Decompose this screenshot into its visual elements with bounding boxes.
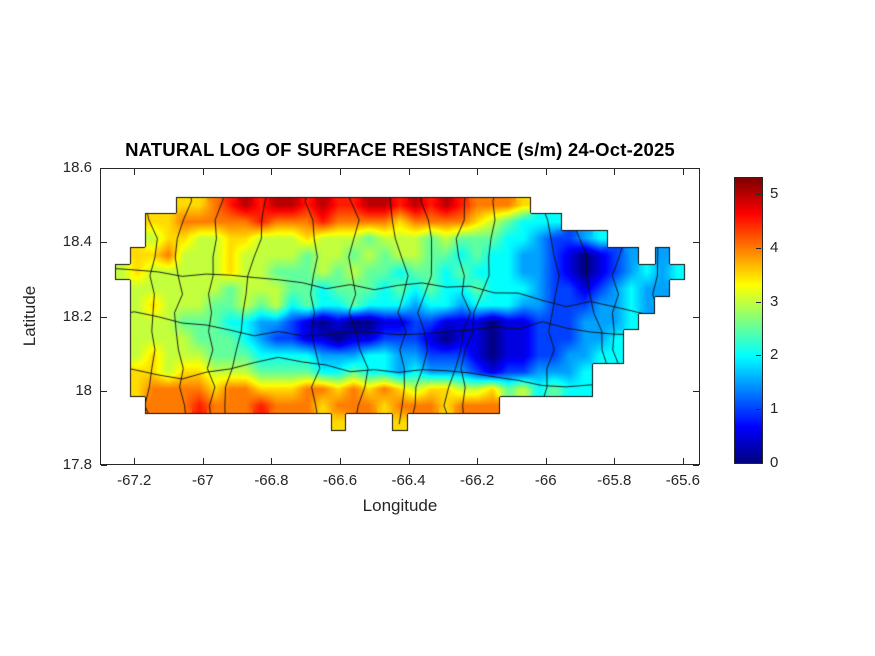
y-tick-mark-right <box>693 465 699 466</box>
colorbar <box>734 177 763 464</box>
colorbar-tick-label: 3 <box>770 292 779 310</box>
x-tick-label: -65.6 <box>665 472 700 489</box>
x-tick-label: -65.8 <box>597 472 632 489</box>
y-tick-label: 17.8 <box>62 456 92 473</box>
x-tick-label: -67.2 <box>117 472 152 489</box>
x-tick-label: -66.6 <box>322 472 358 489</box>
x-tick-label: -66.8 <box>254 472 289 489</box>
y-tick-label: 18.4 <box>62 233 92 251</box>
x-tick-label: -67 <box>192 472 214 489</box>
y-tick-label: 18 <box>75 381 92 399</box>
colorbar-tick-label: 5 <box>770 185 779 203</box>
colorbar-gradient <box>735 178 762 463</box>
x-axis-label: Longitude <box>362 496 438 515</box>
x-tick-label: -66.4 <box>391 472 426 489</box>
puerto-rico-heatmap-canvas <box>100 168 700 465</box>
colorbar-tick-label: 2 <box>770 346 779 364</box>
y-axis-label: Latitude <box>20 285 39 347</box>
colorbar-tick-label: 4 <box>770 238 779 256</box>
y-tick-mark <box>101 465 107 466</box>
x-tick-label: -66.2 <box>460 472 495 489</box>
colorbar-tick-label: 1 <box>770 400 779 418</box>
y-tick-label: 18.2 <box>62 307 92 325</box>
colorbar-tick-label: 0 <box>770 454 779 471</box>
chart-title: NATURAL LOG OF SURFACE RESISTANCE (s/m) … <box>125 139 675 160</box>
x-tick-label: -66 <box>534 472 557 489</box>
y-tick-label: 18.6 <box>62 159 92 176</box>
